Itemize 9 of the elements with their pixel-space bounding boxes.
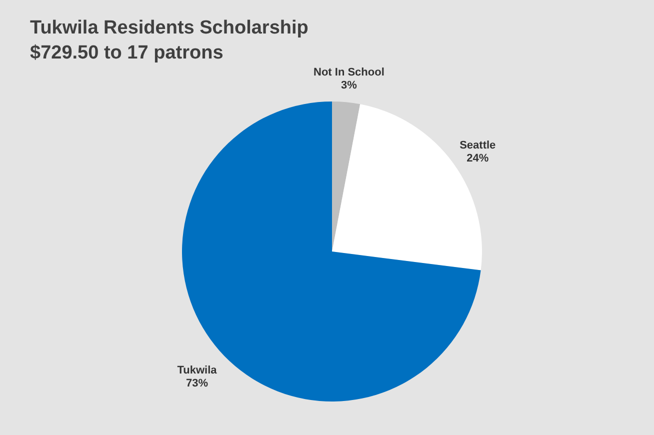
data-label: 3% [340, 79, 358, 92]
data-label: 73% [186, 378, 208, 390]
slice-label: Not In School [313, 66, 384, 78]
pie-slice [332, 102, 360, 252]
slice-label: Tukwila [177, 364, 218, 377]
slice-label: Seattle [460, 140, 496, 152]
chart-title: Tukwila Residents Scholarship [30, 17, 308, 38]
data-label: 24% [466, 152, 489, 165]
chart-subtitle: $729.50 to 17 patrons [30, 42, 224, 64]
